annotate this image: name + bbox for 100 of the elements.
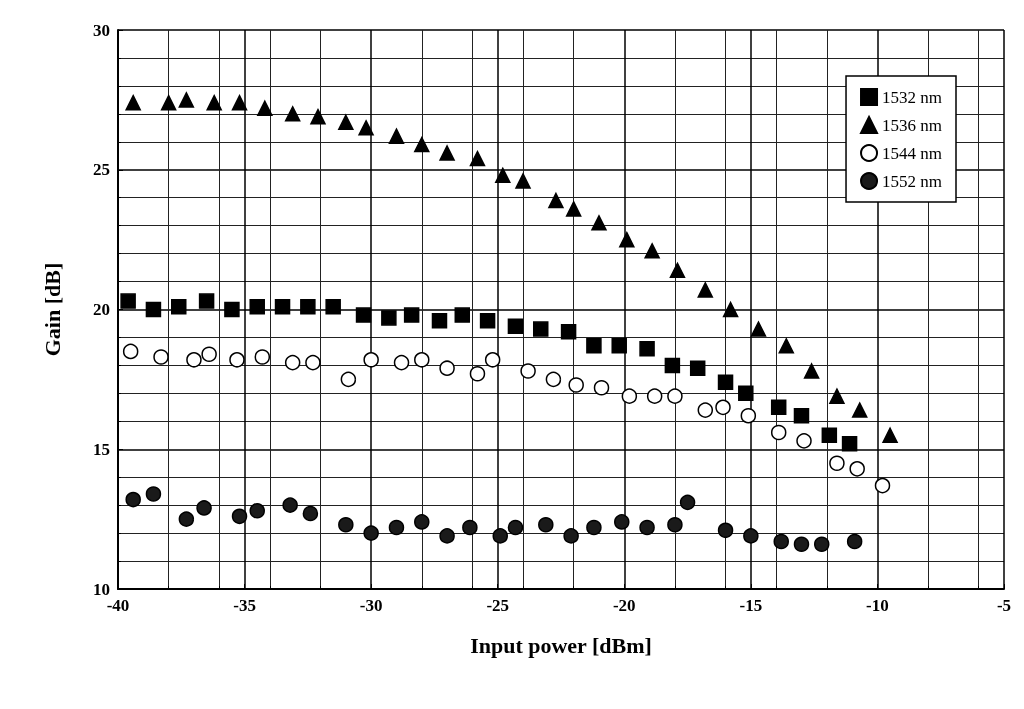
x-tick-label: -15 <box>739 596 763 615</box>
point <box>484 352 501 368</box>
point <box>667 516 683 533</box>
point <box>697 402 714 418</box>
point <box>145 301 162 318</box>
point <box>274 298 291 315</box>
point <box>120 293 136 309</box>
point <box>715 399 731 416</box>
point <box>560 324 577 340</box>
point <box>874 477 891 494</box>
point <box>664 357 681 374</box>
point <box>829 455 845 471</box>
x-tick-label: -30 <box>359 596 383 615</box>
point <box>338 516 354 533</box>
y-tick-label: 10 <box>93 579 110 599</box>
point <box>431 312 448 329</box>
point <box>778 338 795 354</box>
point <box>538 516 554 533</box>
point <box>492 528 508 544</box>
point <box>145 486 162 502</box>
y-tick-label: 20 <box>93 300 110 319</box>
point <box>310 108 326 125</box>
point <box>846 533 863 550</box>
point <box>414 136 430 153</box>
point <box>393 354 410 371</box>
point <box>340 371 357 388</box>
y-tick-label: 25 <box>93 160 110 180</box>
point <box>178 92 195 108</box>
point <box>591 215 607 231</box>
point <box>722 301 739 318</box>
point <box>249 298 265 315</box>
point <box>439 528 455 544</box>
point <box>403 307 420 323</box>
x-tick-label: -25 <box>486 596 510 615</box>
point <box>388 128 405 144</box>
point <box>793 536 810 553</box>
point <box>469 150 486 167</box>
point <box>495 167 511 184</box>
point <box>593 380 610 396</box>
point <box>743 528 759 544</box>
legend-label: 1544 nm <box>882 143 943 163</box>
point <box>284 106 301 122</box>
point <box>305 354 321 371</box>
point <box>851 402 868 418</box>
point <box>568 377 584 393</box>
point <box>325 298 341 315</box>
point <box>849 461 865 477</box>
point <box>201 346 217 362</box>
point <box>750 321 767 337</box>
point <box>414 514 430 530</box>
x-tick-label: -40 <box>106 596 130 615</box>
point <box>125 491 141 508</box>
point <box>621 388 638 404</box>
point <box>257 100 273 117</box>
point <box>282 497 298 513</box>
point <box>738 385 754 402</box>
point <box>302 505 319 522</box>
point <box>153 349 169 365</box>
point <box>186 352 202 368</box>
point <box>639 519 655 536</box>
point <box>644 243 660 259</box>
y-axis-title: Gain [dB] <box>39 262 65 357</box>
point <box>284 354 301 371</box>
point <box>206 94 222 111</box>
point <box>639 340 655 357</box>
y-tick-label: 15 <box>93 439 110 459</box>
point <box>841 435 858 452</box>
point <box>231 94 248 111</box>
legend-label: 1536 nm <box>882 115 943 135</box>
x-tick-label: -35 <box>233 596 256 615</box>
point <box>171 298 187 315</box>
legend-label: 1532 nm <box>882 87 943 107</box>
point <box>196 500 212 516</box>
point <box>381 310 397 326</box>
point <box>717 374 734 390</box>
point <box>803 363 820 379</box>
point <box>619 231 635 248</box>
point <box>770 399 787 416</box>
point <box>773 533 789 550</box>
legend-label: 1552 nm <box>882 171 943 191</box>
point <box>249 502 265 519</box>
point <box>697 282 714 298</box>
point <box>469 366 486 382</box>
point <box>363 352 379 368</box>
point <box>614 514 630 530</box>
point <box>160 94 177 111</box>
x-tick-label: -10 <box>866 596 889 615</box>
point <box>548 192 564 209</box>
point <box>545 371 562 388</box>
point <box>814 536 830 553</box>
point <box>667 388 683 404</box>
point <box>300 298 316 315</box>
point <box>507 519 524 536</box>
point <box>254 349 271 365</box>
point <box>821 427 838 444</box>
point <box>363 525 379 541</box>
point <box>122 343 139 360</box>
point <box>224 301 240 318</box>
point <box>439 145 455 161</box>
point <box>515 173 531 189</box>
